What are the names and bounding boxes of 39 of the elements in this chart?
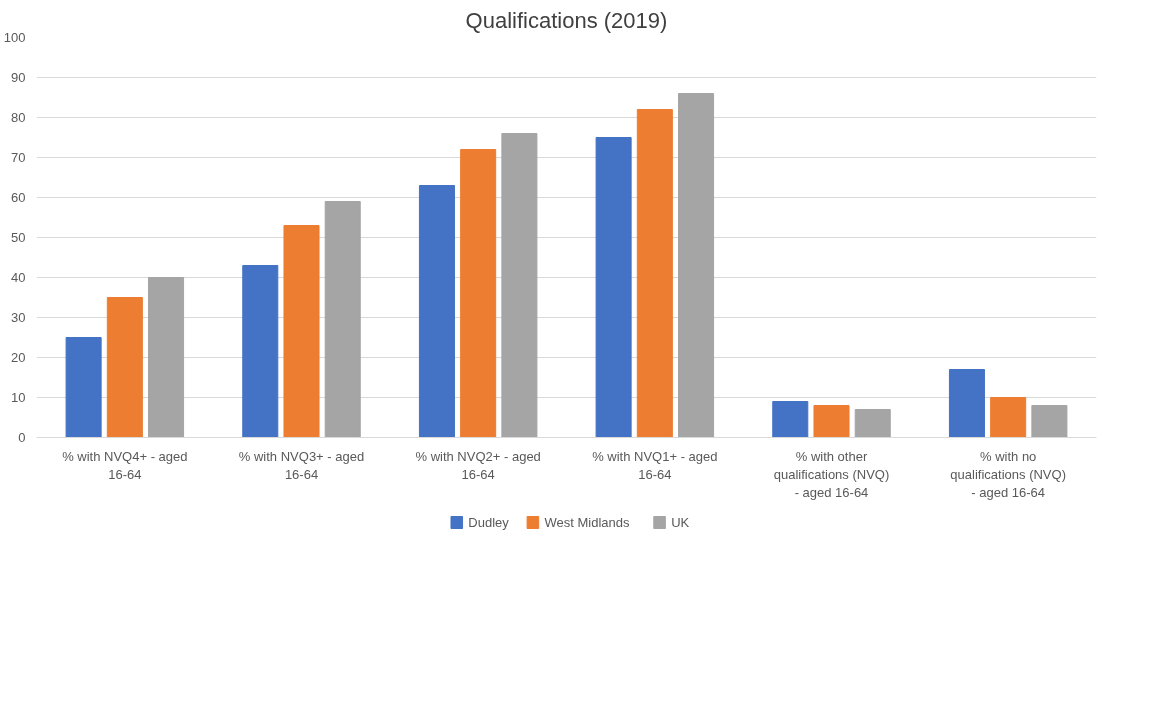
legend-label: West Midlands [544,515,630,530]
x-tick-label: % with NVQ4+ - aged 16-64 [62,448,188,482]
y-tick-label: 40 [11,270,26,285]
bar [813,405,850,438]
legend-label: Dudley [468,515,510,530]
bar [242,265,279,438]
bar [678,93,715,438]
x-tick-label: % with no qualifications (NVQ) - aged 16-64 [950,448,1066,500]
bar [1031,405,1068,438]
bar [324,201,361,438]
y-tick-label: 50 [11,230,26,245]
bar [65,337,102,438]
x-tick-label: % with NVQ1+ - aged 16-64 [592,448,718,482]
y-tick-label: 100 [3,30,26,45]
bar [283,225,320,438]
y-tick-label: 0 [18,430,26,445]
x-tick-label: % with other qualifications (NVQ) - aged 16-64 [773,448,890,500]
bar [106,297,143,438]
bar [948,369,985,438]
x-tick-label: % with NVQ2+ - aged 16-64 [415,448,541,482]
y-tick-label: 30 [11,310,26,325]
bar [148,277,185,438]
y-tick-label: 80 [11,110,26,125]
bar [990,397,1027,438]
y-tick-label: 60 [11,190,26,205]
bar [460,149,497,438]
y-tick-label: 20 [11,350,26,365]
bar [418,185,455,438]
bar [772,401,809,438]
bar [636,109,673,438]
y-tick-label: 70 [11,150,26,165]
x-tick-label: % with NVQ3+ - aged 16-64 [238,448,365,482]
legend-label: UK [671,515,690,530]
bar [501,133,538,438]
y-tick-label: 90 [11,70,26,85]
chart-title: Qualifications (2019) [465,7,668,33]
bar [595,137,632,438]
bar [854,409,891,438]
y-tick-label: 10 [11,390,26,405]
